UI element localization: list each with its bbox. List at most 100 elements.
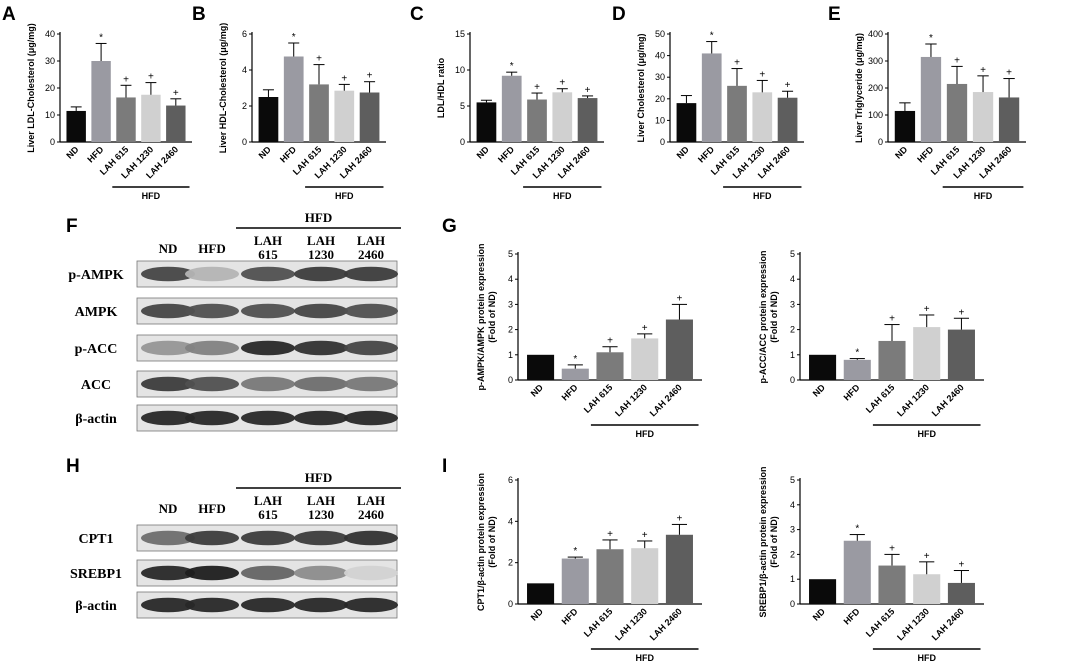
chart-I2: 0 1 2 3 4 5 SREBP1/β-actin protein expression(… — [758, 466, 984, 663]
bar-lah-2460 — [947, 582, 975, 604]
y-tick-label: 4 — [508, 274, 513, 284]
lane-label: HFD — [198, 241, 225, 256]
y-axis-label: Liver LDL-Cholesterol (μg/mg) — [26, 23, 36, 153]
significance-mark: + — [607, 529, 613, 540]
significance-mark: + — [677, 513, 683, 524]
category-label: HFD — [85, 144, 106, 165]
chart-G2: 0 1 2 3 4 5 p-ACC/ACC protein expression (Fold … — [758, 249, 984, 439]
blot-band — [141, 597, 195, 613]
y-tick-label: 1 — [790, 574, 795, 584]
significance-mark: + — [924, 551, 930, 562]
group-label: HFD — [553, 191, 572, 201]
bar-lah-1230 — [552, 92, 573, 142]
bar-nd — [809, 579, 837, 604]
blot-group-label: HFD — [305, 210, 332, 225]
bar-nd — [809, 354, 837, 380]
category-label: ND — [811, 606, 828, 623]
lane-label: 2460 — [358, 507, 384, 522]
bar-lah-615 — [946, 83, 968, 142]
significance-mark: + — [585, 85, 591, 96]
category-label: ND — [893, 144, 910, 161]
blot-band — [344, 530, 398, 546]
bar-hfd — [91, 61, 111, 142]
panel-label-c: C — [410, 4, 424, 25]
bar-nd — [894, 110, 916, 142]
significance-mark: + — [607, 336, 613, 347]
lane-label: LAH — [357, 233, 385, 248]
category-label: LAH 615 — [864, 382, 897, 415]
y-tick-label: 400 — [868, 29, 883, 39]
bar-lah-1230 — [752, 92, 773, 142]
lane-label: 2460 — [358, 247, 384, 262]
blot-band — [294, 410, 348, 426]
blot-band — [241, 303, 295, 319]
y-tick-label: 10 — [655, 115, 665, 125]
category-label: LAH 2460 — [930, 382, 966, 418]
blot-band — [185, 303, 239, 319]
category-label: ND — [675, 144, 692, 161]
significance-mark: * — [573, 354, 577, 365]
significance-mark: + — [759, 69, 765, 80]
blot-band — [241, 376, 295, 392]
bar-lah-615 — [727, 85, 747, 142]
bar-lah-615 — [878, 340, 906, 380]
lane-label: LAH — [254, 493, 282, 508]
blot-band — [344, 303, 398, 319]
y-tick-label: 10 — [45, 110, 55, 120]
blot-row-label: β-actin — [75, 599, 117, 614]
panel-label-e: E — [828, 4, 841, 25]
blot-row-label: AMPK — [75, 305, 118, 320]
blot-band — [344, 410, 398, 426]
bar-lah-2460 — [998, 97, 1020, 142]
y-tick-label: 0 — [878, 137, 883, 147]
y-tick-label: 0 — [660, 137, 665, 147]
bar-hfd — [501, 75, 522, 142]
lane-label: ND — [159, 501, 178, 516]
y-tick-label: 5 — [790, 249, 795, 259]
bar-hfd — [920, 56, 942, 143]
blot-band — [141, 410, 195, 426]
group-label: HFD — [974, 191, 993, 201]
group-label: HFD — [335, 191, 354, 201]
y-tick-label: 6 — [242, 29, 247, 39]
group-label: HFD — [635, 429, 654, 439]
category-label: LAH 1230 — [613, 382, 649, 418]
bar-hfd — [701, 53, 722, 142]
lane-label: ND — [159, 241, 178, 256]
bar-nd — [527, 583, 555, 604]
category-label: LAH 615 — [582, 382, 615, 415]
y-tick-label: 20 — [45, 83, 55, 93]
bar-lah-2460 — [777, 97, 798, 142]
y-tick-label: 2 — [790, 549, 795, 559]
blot-row-label: ACC — [81, 378, 111, 393]
y-tick-label: 2 — [508, 558, 513, 568]
panel-label-d: D — [612, 4, 626, 25]
category-label: LAH 1230 — [895, 606, 931, 642]
bar-lah-2460 — [665, 534, 693, 604]
bar-nd — [66, 110, 86, 142]
significance-mark: + — [341, 73, 347, 84]
panel-label-f: F — [66, 216, 78, 237]
blot-band — [141, 303, 195, 319]
group-label: HFD — [917, 429, 936, 439]
category-label: ND — [811, 382, 828, 399]
bar-lah-615 — [596, 549, 624, 604]
chart-A: 0 10 20 30 40 Liver LDL-Cholesterol (μg/mg) ND… — [26, 23, 192, 201]
y-tick-label: 2 — [790, 325, 795, 335]
blot-band — [185, 266, 239, 282]
y-tick-label: 3 — [790, 299, 795, 309]
chart-D: 0 10 20 30 40 50 Liver Cholesterol (μg/mg) ND * H… — [636, 29, 804, 201]
y-axis-label: LDL/HDL ratio — [436, 57, 446, 118]
y-tick-label: 1 — [508, 350, 513, 360]
lane-label: 615 — [258, 247, 278, 262]
bar-hfd — [843, 540, 871, 604]
y-tick-label: 4 — [790, 274, 795, 284]
blot-row-label: p-AMPK — [68, 268, 123, 283]
chart-I1: 0 2 4 6 CPT1/β-actin protein expression (Fold… — [476, 473, 702, 663]
y-tick-label: 50 — [655, 29, 665, 39]
significance-mark: + — [173, 88, 179, 99]
y-tick-label: 3 — [790, 525, 795, 535]
significance-mark: * — [855, 348, 859, 359]
